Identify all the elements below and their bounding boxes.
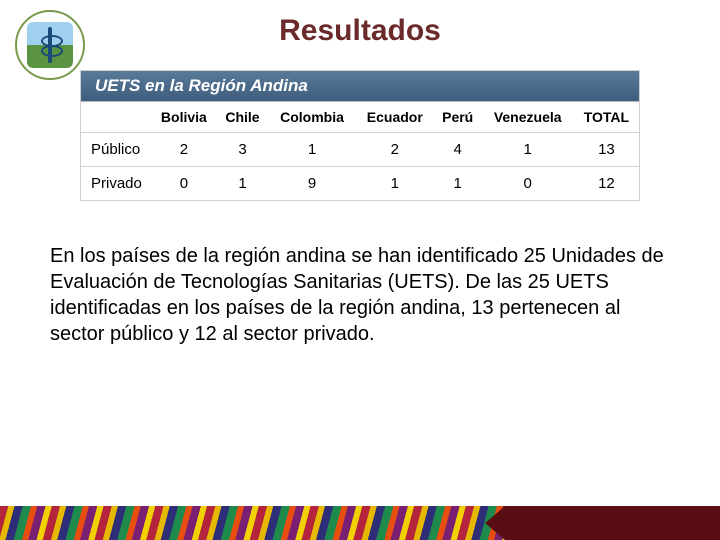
cell: 1 <box>217 167 269 201</box>
col-header: Colombia <box>268 102 356 133</box>
body-paragraph: En los países de la región andina se han… <box>50 243 670 347</box>
table-row: Privado 0 1 9 1 1 0 12 <box>81 167 639 201</box>
col-header: Bolivia <box>151 102 217 133</box>
row-label: Público <box>81 133 151 167</box>
row-label: Privado <box>81 167 151 201</box>
caduceus-icon <box>48 27 52 63</box>
col-header: Ecuador <box>356 102 434 133</box>
footer-solid-block <box>505 506 720 540</box>
logo-ring <box>15 10 85 80</box>
cell: 0 <box>482 167 574 201</box>
col-header-total: TOTAL <box>574 102 639 133</box>
table-row: Público 2 3 1 2 4 1 13 <box>81 133 639 167</box>
cell: 2 <box>356 133 434 167</box>
cell: 9 <box>268 167 356 201</box>
col-header-empty <box>81 102 151 133</box>
cell: 1 <box>268 133 356 167</box>
cell: 2 <box>151 133 217 167</box>
footer-decoration <box>0 506 720 540</box>
cell-total: 12 <box>574 167 639 201</box>
table-header-row: Bolivia Chile Colombia Ecuador Perú Vene… <box>81 102 639 133</box>
cell: 3 <box>217 133 269 167</box>
footer-textile-pattern <box>0 506 505 540</box>
col-header: Venezuela <box>482 102 574 133</box>
cell: 4 <box>434 133 482 167</box>
cell: 0 <box>151 167 217 201</box>
col-header: Chile <box>217 102 269 133</box>
org-logo <box>15 10 85 80</box>
data-table: Bolivia Chile Colombia Ecuador Perú Vene… <box>81 102 639 200</box>
logo-emblem <box>27 22 73 68</box>
cell: 1 <box>434 167 482 201</box>
col-header: Perú <box>434 102 482 133</box>
uets-table: UETS en la Región Andina Bolivia Chile C… <box>80 70 640 201</box>
cell: 1 <box>356 167 434 201</box>
cell-total: 13 <box>574 133 639 167</box>
table-header-band: UETS en la Región Andina <box>81 71 639 102</box>
cell: 1 <box>482 133 574 167</box>
slide-title: Resultados <box>0 0 720 70</box>
